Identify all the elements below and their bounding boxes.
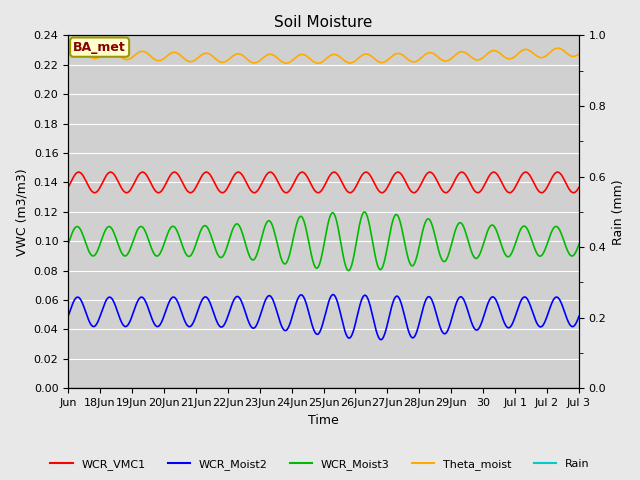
Title: Soil Moisture: Soil Moisture xyxy=(275,15,372,30)
Legend: WCR_VMC1, WCR_Moist2, WCR_Moist3, Theta_moist, Rain: WCR_VMC1, WCR_Moist2, WCR_Moist3, Theta_… xyxy=(46,455,594,474)
Text: BA_met: BA_met xyxy=(73,41,126,54)
Y-axis label: VWC (m3/m3): VWC (m3/m3) xyxy=(15,168,28,256)
Y-axis label: Rain (mm): Rain (mm) xyxy=(612,179,625,245)
X-axis label: Time: Time xyxy=(308,414,339,427)
